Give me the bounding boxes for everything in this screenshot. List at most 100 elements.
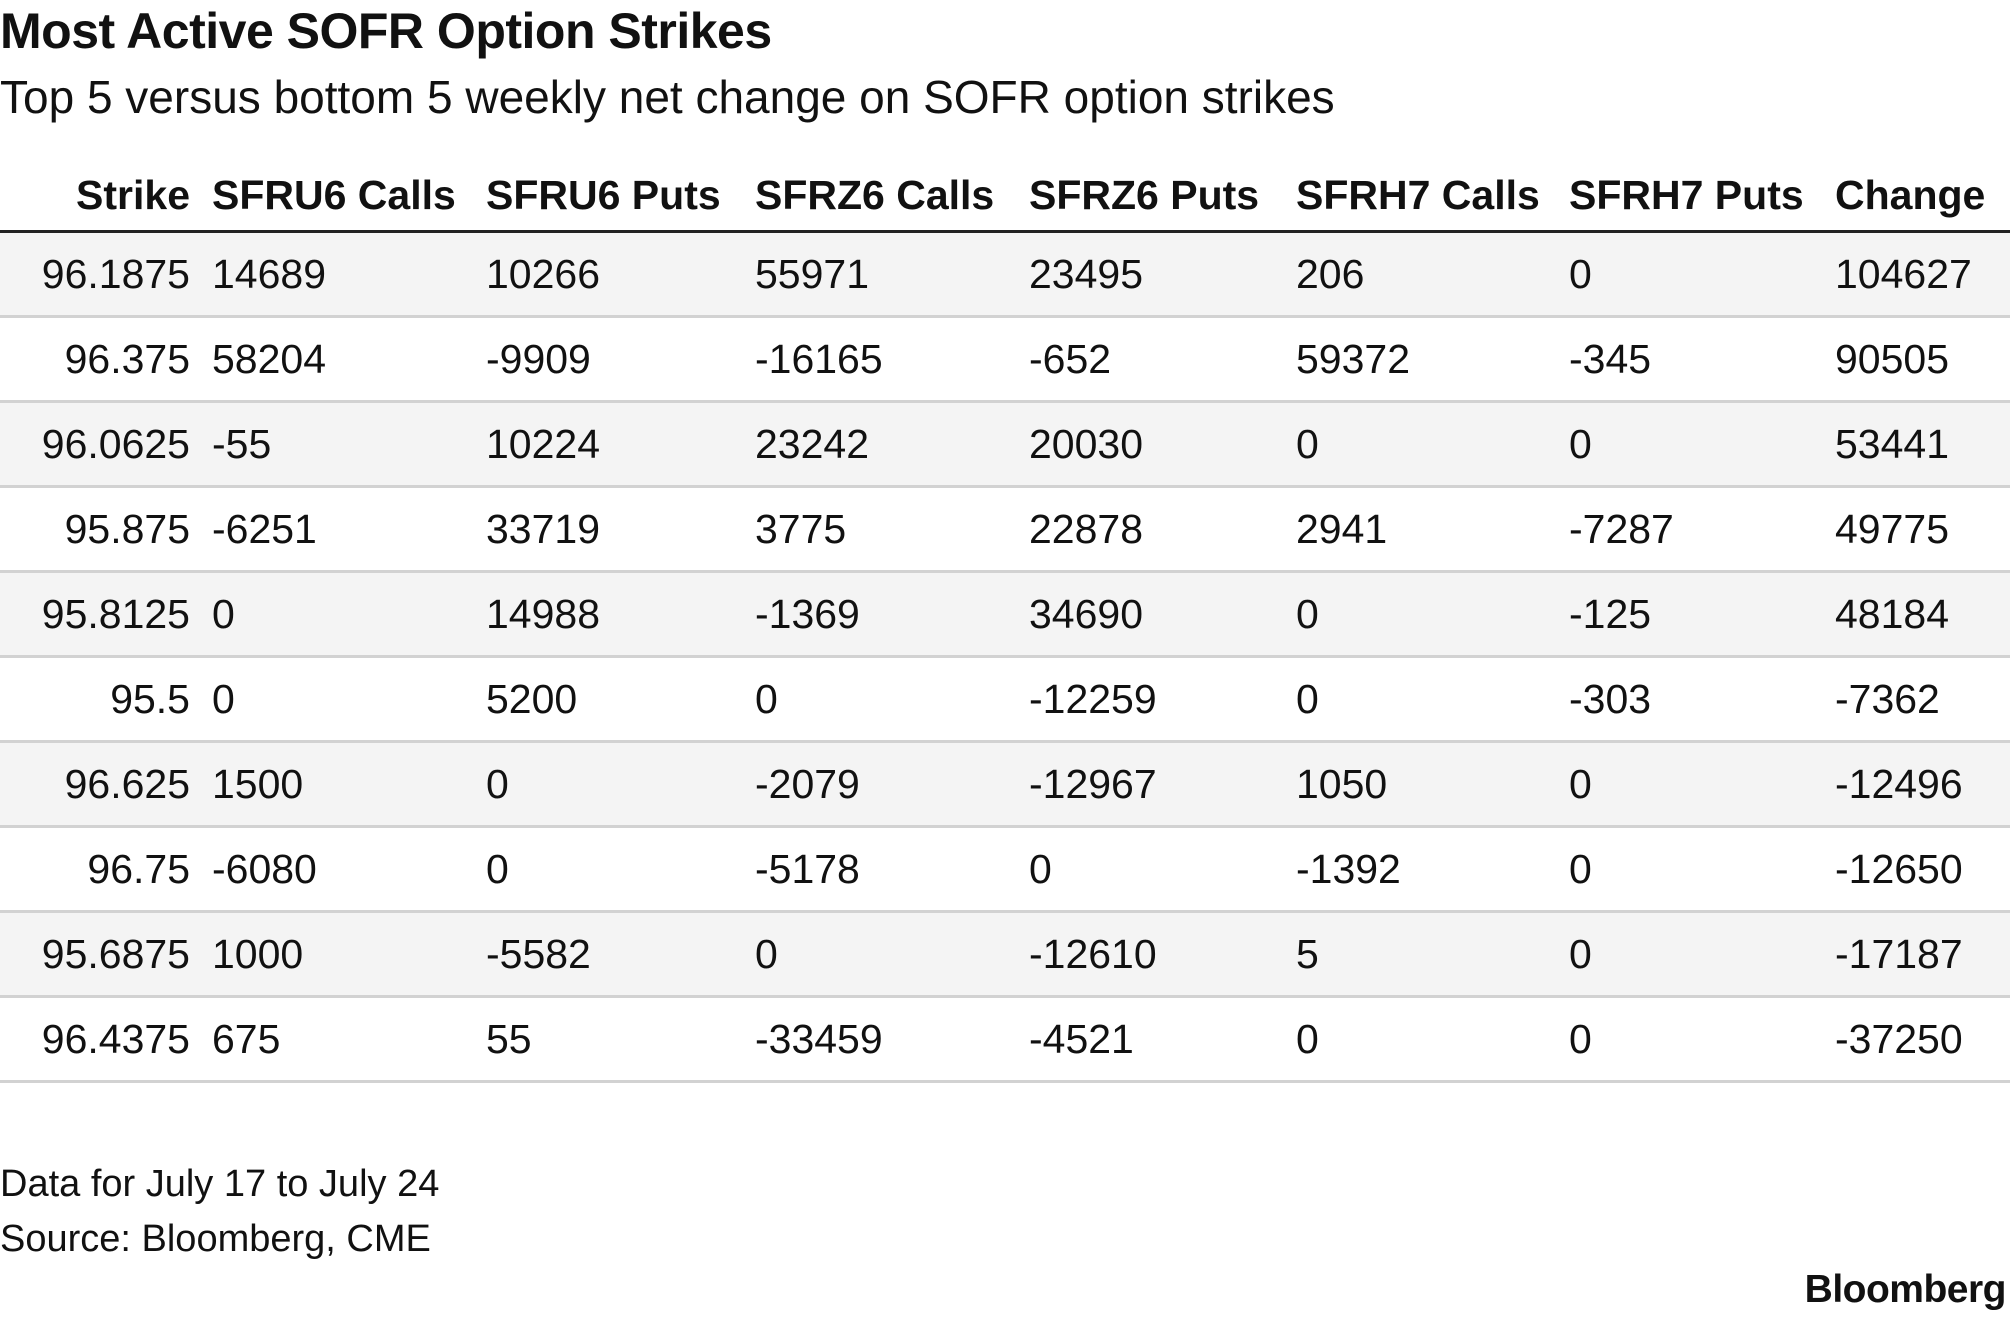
- cell-sfru6-calls: 14689: [212, 231, 486, 318]
- table-row: 96.1875 14689 10266 55971 23495 206 0 104627: [0, 231, 2010, 318]
- column-header-change: Change: [1835, 168, 2010, 233]
- cell-sfru6-puts: 14988: [486, 571, 755, 658]
- cell-sfrh7-calls: -1392: [1296, 826, 1569, 913]
- cell-sfru6-puts: 33719: [486, 486, 755, 573]
- cell-sfrz6-puts: -652: [1029, 316, 1296, 403]
- cell-change: 90505: [1835, 316, 2010, 403]
- table-row: 96.375 58204 -9909 -16165 -652 59372 -345 90505: [0, 316, 2010, 403]
- cell-sfrh7-puts: 0: [1569, 911, 1835, 998]
- cell-change: -12650: [1835, 826, 2010, 913]
- cell-sfrz6-calls: -5178: [755, 826, 1029, 913]
- table-body: 96.1875 14689 10266 55971 23495 206 0 104627 96.…: [0, 231, 2010, 1083]
- cell-sfru6-calls: 675: [212, 996, 486, 1083]
- table-row: 96.4375 675 55 -33459 -4521 0 0 -37250: [0, 996, 2010, 1083]
- cell-change: 53441: [1835, 401, 2010, 488]
- header-row: Strike SFRU6 Calls SFRU6 Puts SFRZ6 Call…: [0, 168, 2010, 233]
- cell-sfrz6-puts: 0: [1029, 826, 1296, 913]
- cell-sfrz6-puts: 22878: [1029, 486, 1296, 573]
- cell-sfru6-calls: 0: [212, 656, 486, 743]
- cell-sfrz6-calls: -33459: [755, 996, 1029, 1083]
- cell-sfru6-calls: 1500: [212, 741, 486, 828]
- strikes-table: Strike SFRU6 Calls SFRU6 Puts SFRZ6 Call…: [0, 168, 2010, 1083]
- cell-sfrh7-puts: -7287: [1569, 486, 1835, 573]
- cell-strike: 96.4375: [0, 996, 212, 1083]
- cell-sfru6-puts: 10266: [486, 231, 755, 318]
- cell-change: -12496: [1835, 741, 2010, 828]
- cell-sfru6-calls: 0: [212, 571, 486, 658]
- cell-change: -7362: [1835, 656, 2010, 743]
- footnotes: Data for July 17 to July 24 Source: Bloo…: [0, 1157, 439, 1267]
- cell-sfru6-calls: 1000: [212, 911, 486, 998]
- cell-sfrh7-calls: 1050: [1296, 741, 1569, 828]
- cell-sfrz6-puts: -12610: [1029, 911, 1296, 998]
- cell-sfrz6-puts: -12259: [1029, 656, 1296, 743]
- date-range-note: Data for July 17 to July 24: [0, 1163, 440, 1205]
- cell-sfrz6-calls: 0: [755, 656, 1029, 743]
- cell-sfrh7-puts: 0: [1569, 996, 1835, 1083]
- column-header-sfru6-calls: SFRU6 Calls: [212, 168, 486, 233]
- table-row: 96.0625 -55 10224 23242 20030 0 0 53441: [0, 401, 2010, 488]
- cell-sfru6-puts: 0: [486, 826, 755, 913]
- cell-strike: 96.1875: [0, 231, 212, 318]
- column-header-strike: Strike: [0, 168, 212, 233]
- cell-sfrh7-calls: 0: [1296, 996, 1569, 1083]
- table-row: 95.6875 1000 -5582 0 -12610 5 0 -17187: [0, 911, 2010, 998]
- cell-sfru6-puts: 0: [486, 741, 755, 828]
- cell-sfrz6-calls: -16165: [755, 316, 1029, 403]
- cell-sfrh7-puts: -303: [1569, 656, 1835, 743]
- cell-sfru6-puts: -5582: [486, 911, 755, 998]
- cell-sfrh7-puts: 0: [1569, 741, 1835, 828]
- table-row: 96.75 -6080 0 -5178 0 -1392 0 -12650: [0, 826, 2010, 913]
- cell-sfrz6-calls: -1369: [755, 571, 1029, 658]
- cell-sfru6-calls: -55: [212, 401, 486, 488]
- cell-sfrz6-calls: 23242: [755, 401, 1029, 488]
- cell-sfrz6-calls: 3775: [755, 486, 1029, 573]
- cell-sfru6-calls: -6251: [212, 486, 486, 573]
- cell-sfrh7-calls: 0: [1296, 401, 1569, 488]
- column-header-sfrz6-puts: SFRZ6 Puts: [1029, 168, 1296, 233]
- cell-strike: 96.0625: [0, 401, 212, 488]
- cell-sfru6-calls: 58204: [212, 316, 486, 403]
- bloomberg-logo: Bloomberg: [1804, 1268, 2007, 1311]
- cell-sfru6-puts: 5200: [486, 656, 755, 743]
- cell-sfrz6-puts: 34690: [1029, 571, 1296, 658]
- cell-sfrh7-puts: -345: [1569, 316, 1835, 403]
- table-row: 95.875 -6251 33719 3775 22878 2941 -7287 49775: [0, 486, 2010, 573]
- cell-strike: 95.6875: [0, 911, 212, 998]
- column-header-sfrz6-calls: SFRZ6 Calls: [755, 168, 1029, 233]
- cell-sfrh7-calls: 5: [1296, 911, 1569, 998]
- cell-sfrz6-calls: 55971: [755, 231, 1029, 318]
- cell-sfru6-puts: -9909: [486, 316, 755, 403]
- cell-sfrz6-calls: 0: [755, 911, 1029, 998]
- chart-subtitle: Top 5 versus bottom 5 weekly net change …: [0, 71, 1335, 123]
- column-header-sfru6-puts: SFRU6 Puts: [486, 168, 755, 233]
- cell-sfrz6-calls: -2079: [755, 741, 1029, 828]
- cell-sfrz6-puts: 20030: [1029, 401, 1296, 488]
- column-header-sfrh7-calls: SFRH7 Calls: [1296, 168, 1569, 233]
- cell-strike: 95.8125: [0, 571, 212, 658]
- cell-sfru6-puts: 55: [486, 996, 755, 1083]
- table-row: 95.5 0 5200 0 -12259 0 -303 -7362: [0, 656, 2010, 743]
- cell-strike: 95.875: [0, 486, 212, 573]
- cell-sfru6-calls: -6080: [212, 826, 486, 913]
- cell-strike: 96.375: [0, 316, 212, 403]
- source-note: Source: Bloomberg, CME: [0, 1218, 431, 1260]
- cell-strike: 95.5: [0, 656, 212, 743]
- cell-strike: 96.625: [0, 741, 212, 828]
- cell-sfrh7-calls: 0: [1296, 571, 1569, 658]
- cell-sfrh7-puts: 0: [1569, 231, 1835, 318]
- cell-sfrh7-puts: -125: [1569, 571, 1835, 658]
- cell-sfru6-puts: 10224: [486, 401, 755, 488]
- cell-sfrh7-calls: 0: [1296, 656, 1569, 743]
- cell-sfrh7-calls: 2941: [1296, 486, 1569, 573]
- cell-sfrh7-calls: 59372: [1296, 316, 1569, 403]
- cell-change: -37250: [1835, 996, 2010, 1083]
- table-row: 96.625 1500 0 -2079 -12967 1050 0 -12496: [0, 741, 2010, 828]
- cell-change: 48184: [1835, 571, 2010, 658]
- table-row: 95.8125 0 14988 -1369 34690 0 -125 48184: [0, 571, 2010, 658]
- cell-sfrz6-puts: 23495: [1029, 231, 1296, 318]
- cell-strike: 96.75: [0, 826, 212, 913]
- chart-title: Most Active SOFR Option Strikes: [0, 3, 772, 59]
- cell-change: -17187: [1835, 911, 2010, 998]
- cell-sfrh7-puts: 0: [1569, 401, 1835, 488]
